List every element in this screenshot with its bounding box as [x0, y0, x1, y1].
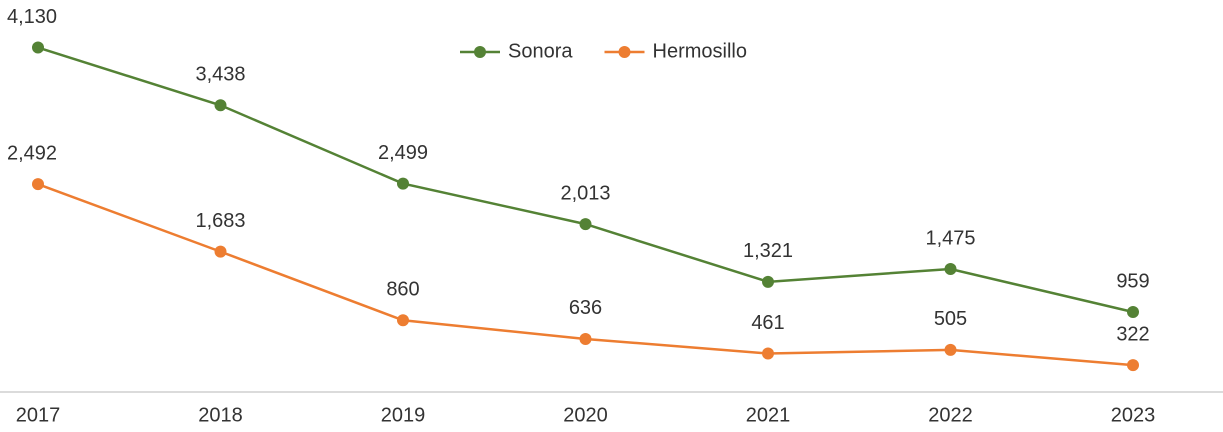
data-label: 1,321 [743, 240, 793, 262]
data-label: 636 [569, 297, 602, 319]
point [214, 245, 227, 258]
data-label: 860 [386, 279, 419, 301]
legend-label: Hermosillo [653, 40, 747, 62]
data-label: 4,130 [7, 6, 57, 28]
data-label: 1,683 [195, 210, 245, 232]
data-label: 959 [1116, 270, 1149, 292]
point [397, 177, 409, 190]
legend-marker [474, 46, 486, 58]
point [1127, 359, 1139, 372]
point [944, 262, 957, 275]
data-label: 2,492 [7, 142, 57, 164]
point [579, 332, 592, 345]
x-tick-label: 2022 [928, 404, 973, 426]
x-tick-label: 2018 [198, 404, 243, 426]
x-tick-label: 2021 [746, 404, 791, 426]
point [762, 275, 774, 288]
legend-label: Sonora [508, 40, 573, 62]
point [32, 178, 44, 191]
point [397, 314, 409, 327]
point [32, 41, 44, 54]
series-line [37, 46, 1134, 314]
x-tick-label: 2019 [381, 404, 426, 426]
data-label: 2,499 [378, 142, 428, 164]
point [214, 99, 227, 112]
data-label: 461 [751, 312, 784, 334]
x-tick-label: 2023 [1111, 404, 1156, 426]
data-label: 1,475 [925, 227, 975, 249]
point [944, 343, 957, 356]
point [579, 218, 592, 231]
point [762, 347, 774, 360]
x-tick-label: 2020 [563, 404, 608, 426]
data-label: 3,438 [195, 64, 245, 86]
x-tick-label: 2017 [16, 404, 61, 426]
data-label: 322 [1116, 323, 1149, 345]
legend-marker [618, 46, 631, 58]
data-label: 505 [934, 308, 967, 330]
data-label: 2,013 [560, 182, 610, 204]
point [1127, 306, 1139, 319]
